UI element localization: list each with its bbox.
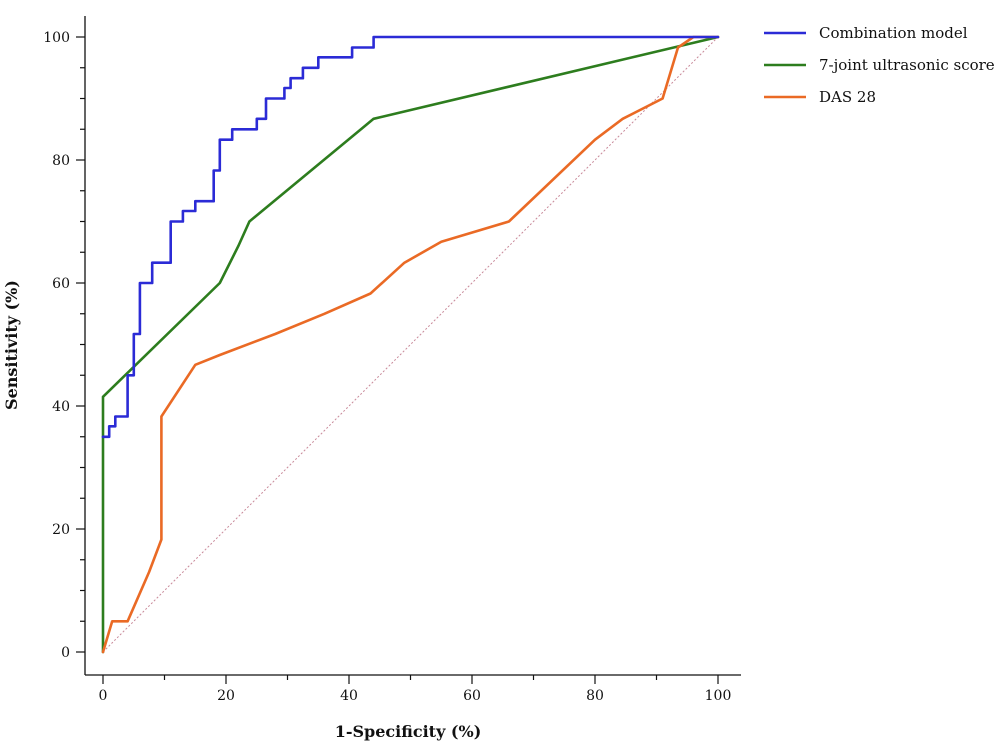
y-tick-label: 20 (52, 522, 70, 538)
x-axis-title: 1-Specificity (%) (335, 722, 482, 741)
series-line-das-28 (101, 35, 720, 654)
x-tick-label: 80 (586, 688, 604, 704)
reference-diagonal (102, 36, 719, 653)
plot-area: 0 20 40 60 80 100 0 20 40 60 80 100 (43, 16, 741, 704)
x-tick-label: 40 (340, 688, 358, 704)
series-layer (101, 35, 720, 654)
legend-label-das-28: DAS 28 (819, 88, 876, 106)
y-tick-label: 0 (61, 645, 70, 661)
legend-label-7-joint-ultrasonic-score: 7-joint ultrasonic score (819, 56, 995, 74)
x-tick-label: 100 (705, 688, 732, 704)
reference-diagonal-layer (102, 36, 719, 653)
x-tick-label: 0 (99, 688, 108, 704)
series-line-7-joint-ultrasonic-score (101, 35, 720, 654)
y-tick-label: 60 (52, 276, 70, 292)
series-line-combination-model (101, 35, 720, 439)
y-tick-label: 80 (52, 153, 70, 169)
legend: Combination model 7-joint ultrasonic scor… (764, 24, 995, 106)
y-tick-label: 40 (52, 399, 70, 415)
axis-ticks: 0 20 40 60 80 100 0 20 40 60 80 100 (43, 30, 731, 704)
y-tick-label: 100 (43, 30, 70, 46)
y-axis-title: Sensitivity (%) (2, 280, 21, 410)
legend-label-combination-model: Combination model (819, 24, 968, 42)
x-tick-label: 60 (463, 688, 481, 704)
x-tick-label: 20 (217, 688, 235, 704)
